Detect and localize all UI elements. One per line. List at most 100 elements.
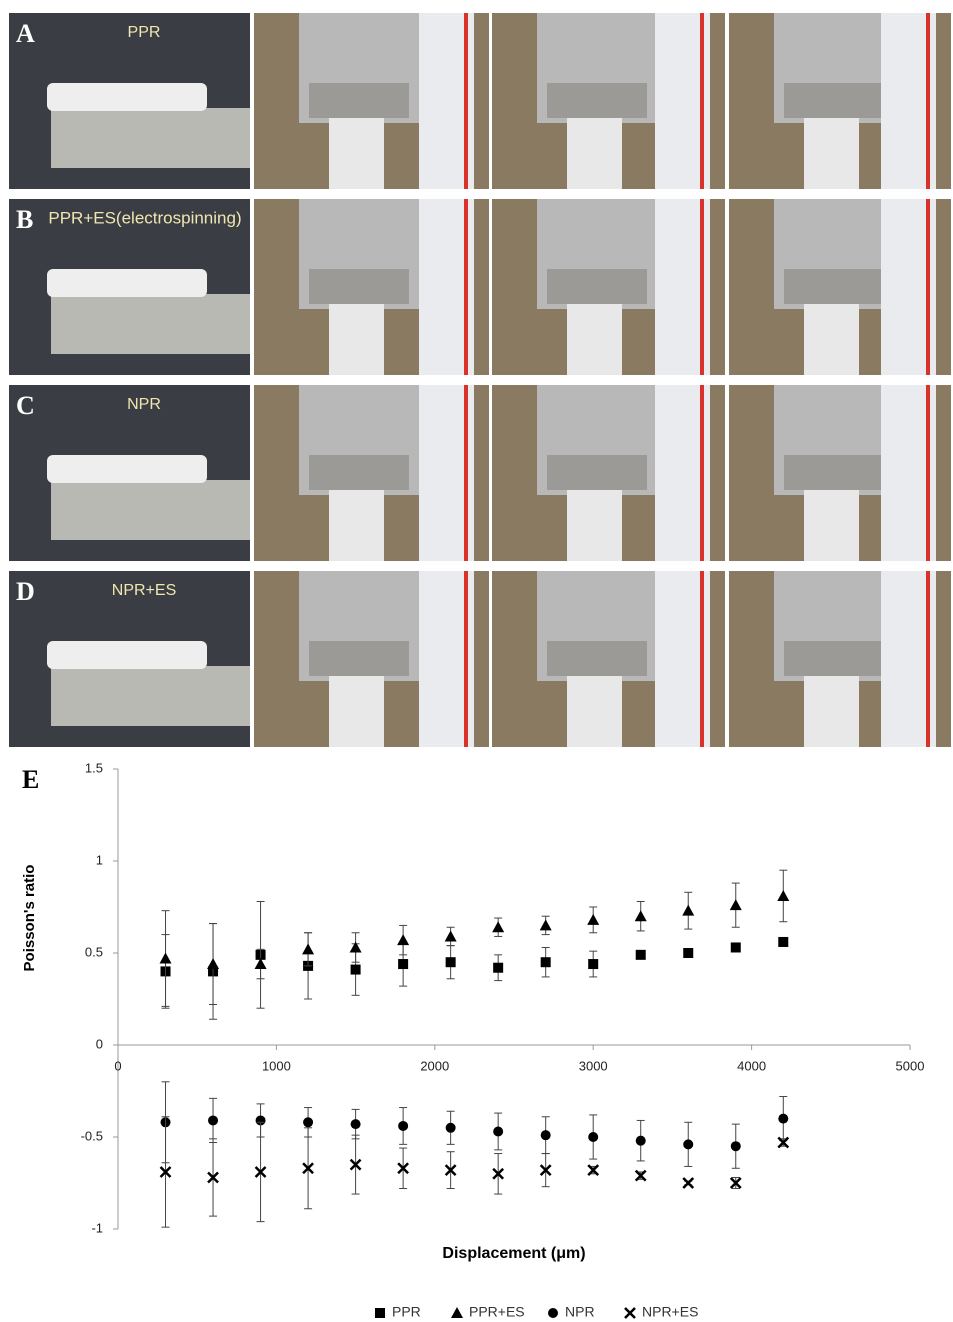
scale-line	[700, 571, 704, 747]
sample	[804, 676, 859, 747]
sample	[804, 118, 859, 189]
point	[351, 965, 361, 975]
sample	[329, 490, 384, 561]
legend-label: PPR+ES	[469, 1304, 525, 1320]
sample	[567, 490, 622, 561]
point	[208, 1115, 218, 1125]
point	[587, 914, 599, 925]
sample	[47, 83, 207, 111]
panel-label: A	[16, 19, 35, 48]
point	[636, 950, 646, 960]
x-tick-label: 4000	[737, 1058, 766, 1073]
magnet	[784, 269, 884, 304]
y-tick-label: 0.5	[85, 944, 103, 959]
magnet	[309, 269, 409, 304]
magnet	[784, 83, 884, 118]
y-tick-label: 1	[96, 852, 103, 867]
scale-line	[464, 385, 468, 561]
x-tick-label: 1000	[262, 1058, 291, 1073]
panel-label: D	[16, 577, 35, 606]
point	[302, 943, 314, 954]
point	[731, 1141, 741, 1151]
point	[350, 941, 362, 952]
scale-line	[464, 199, 468, 375]
magnet	[547, 455, 647, 490]
panel-label: B	[16, 205, 33, 234]
magnet	[309, 455, 409, 490]
scale-line	[464, 13, 468, 189]
point	[777, 890, 789, 901]
scale-line	[926, 571, 930, 747]
magnet	[309, 83, 409, 118]
figure: E Poisson's ratio Displacement (μm) A PPR…	[0, 0, 953, 1322]
point	[541, 1130, 551, 1140]
point	[636, 1136, 646, 1146]
ruler	[51, 294, 250, 354]
legend-marker	[548, 1308, 558, 1318]
scale-line	[926, 13, 930, 189]
x-tick-label: 3000	[579, 1058, 608, 1073]
point	[683, 1178, 693, 1188]
point	[446, 957, 456, 967]
point	[207, 958, 219, 969]
point	[731, 942, 741, 952]
sample	[47, 455, 207, 483]
legend-label: NPR+ES	[642, 1304, 698, 1320]
legend-marker	[451, 1307, 463, 1318]
point	[683, 948, 693, 958]
magnet	[784, 641, 884, 676]
point	[493, 963, 503, 973]
point	[541, 957, 551, 967]
magnet	[784, 455, 884, 490]
sample	[47, 269, 207, 297]
point	[588, 959, 598, 969]
panel-label: E	[22, 765, 39, 794]
scale-line	[926, 199, 930, 375]
scale-line	[700, 385, 704, 561]
point	[540, 919, 552, 930]
point	[730, 899, 742, 910]
point	[398, 959, 408, 969]
sample	[329, 118, 384, 189]
panel-caption: NPR+ES	[112, 582, 176, 599]
sample	[804, 304, 859, 375]
point	[778, 1114, 788, 1124]
panel-caption: PPR	[128, 24, 161, 41]
point	[398, 1121, 408, 1131]
panel-caption: NPR	[127, 396, 161, 413]
magnet	[547, 269, 647, 304]
point	[160, 953, 172, 964]
point	[492, 921, 504, 932]
point	[682, 905, 694, 916]
sample	[567, 304, 622, 375]
scale-line	[700, 199, 704, 375]
legend-label: PPR	[392, 1304, 421, 1320]
y-axis-label: Poisson's ratio	[21, 865, 38, 972]
point	[683, 1139, 693, 1149]
scale-line	[464, 571, 468, 747]
x-tick-label: 2000	[420, 1058, 449, 1073]
point	[446, 1123, 456, 1133]
point	[635, 910, 647, 921]
legend-label: NPR	[565, 1304, 595, 1320]
sample	[329, 304, 384, 375]
x-tick-label: 5000	[896, 1058, 925, 1073]
sample	[567, 118, 622, 189]
point	[397, 934, 409, 945]
point	[493, 1126, 503, 1136]
legend-marker	[375, 1308, 385, 1318]
sample	[47, 641, 207, 669]
point	[351, 1119, 361, 1129]
point	[588, 1132, 598, 1142]
y-tick-label: 1.5	[85, 760, 103, 775]
y-tick-label: -1	[91, 1220, 103, 1235]
y-tick-label: 0	[96, 1036, 103, 1051]
sample	[329, 676, 384, 747]
point	[303, 1117, 313, 1127]
panel-label: C	[16, 391, 35, 420]
y-tick-label: -0.5	[81, 1128, 103, 1143]
magnet	[309, 641, 409, 676]
x-axis-label: Displacement (μm)	[442, 1245, 585, 1262]
point	[445, 930, 457, 941]
panel-caption: PPR+ES(electrospinning)	[48, 208, 241, 227]
